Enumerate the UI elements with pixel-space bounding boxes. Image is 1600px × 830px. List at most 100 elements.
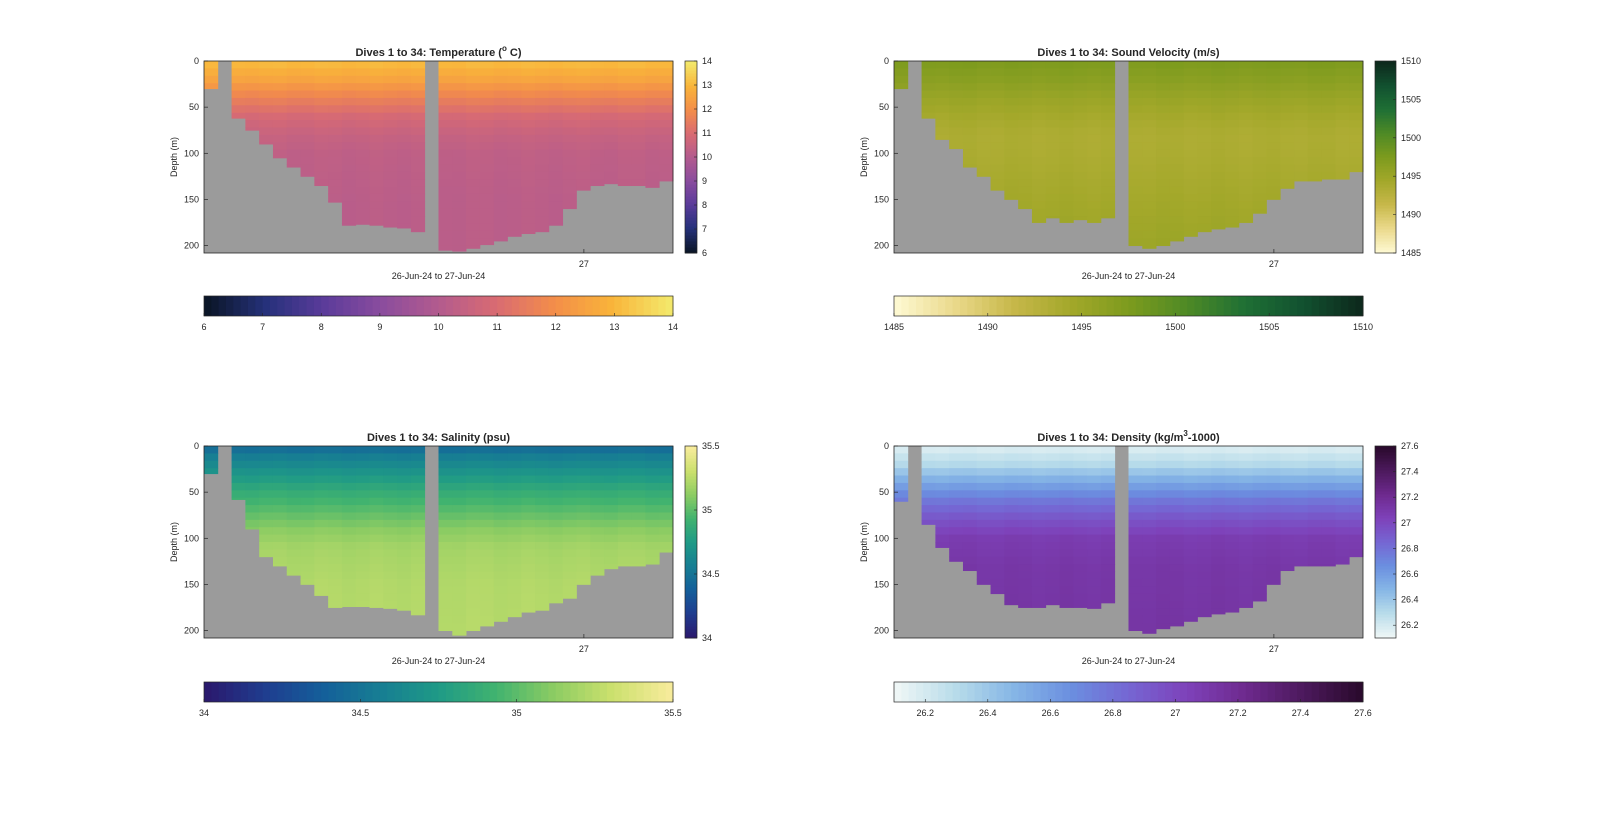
- heatmap-cell: [1087, 468, 1102, 476]
- colorbar-segment: [453, 296, 461, 316]
- colorbar-segment: [1047, 296, 1056, 316]
- heatmap-cell: [479, 564, 495, 572]
- heatmap-cell: [976, 127, 991, 136]
- heatmap-cell: [1349, 90, 1364, 99]
- heatmap-cell: [438, 97, 453, 106]
- heatmap-cell: [962, 127, 978, 136]
- heatmap-cell: [328, 578, 343, 587]
- heatmap-cell: [300, 83, 315, 91]
- heatmap-cell: [300, 556, 315, 565]
- colorbar-segment: [1194, 296, 1203, 316]
- heatmap-cell: [452, 90, 467, 99]
- heatmap-cell: [604, 519, 619, 528]
- heatmap-cell: [1018, 186, 1033, 195]
- colorbar-segment: [1084, 296, 1093, 316]
- heatmap-cell: [1238, 556, 1254, 565]
- heatmap-cell: [314, 482, 329, 491]
- heatmap-cell: [1252, 446, 1267, 454]
- heatmap-cell: [1321, 105, 1336, 114]
- heatmap-cell: [1211, 608, 1226, 615]
- heatmap-cell: [1252, 112, 1267, 121]
- heatmap-cell: [1238, 497, 1254, 506]
- heatmap-cell: [1307, 446, 1323, 454]
- heatmap-cell: [1087, 134, 1102, 143]
- heatmap-cell: [1266, 179, 1281, 187]
- heatmap-cell: [1128, 601, 1143, 609]
- heatmap-cell: [286, 497, 301, 506]
- heatmap-cell: [452, 608, 467, 617]
- heatmap-cell: [1018, 157, 1033, 165]
- heatmap-cell: [1197, 75, 1212, 84]
- heatmap-cell: [1252, 90, 1267, 99]
- heatmap-cell: [576, 571, 591, 580]
- heatmap-cell: [355, 149, 370, 158]
- colorbar-segment: [409, 682, 418, 702]
- heatmap-cell: [1197, 586, 1212, 595]
- heatmap-cell: [479, 127, 495, 136]
- heatmap-cell: [604, 68, 619, 77]
- heatmap-cell: [1018, 534, 1033, 543]
- heatmap-cell: [976, 83, 991, 91]
- heatmap-cell: [1004, 75, 1019, 84]
- colorbar-segment: [685, 572, 697, 576]
- heatmap-cell: [493, 482, 508, 491]
- colorbar-segment: [1157, 296, 1166, 316]
- heatmap-cell: [604, 460, 619, 469]
- heatmap-cell: [1169, 549, 1185, 558]
- heatmap-cell: [410, 542, 426, 550]
- heatmap-cell: [314, 68, 329, 77]
- heatmap-cell: [341, 97, 357, 106]
- heatmap-cell: [1142, 482, 1157, 491]
- heatmap-cell: [1018, 586, 1033, 595]
- heatmap-cell: [1004, 83, 1019, 91]
- heatmap-cell: [1059, 179, 1074, 187]
- colorbar-segment: [685, 569, 697, 573]
- heatmap-cell: [1266, 142, 1281, 151]
- heatmap-cell: [1252, 578, 1267, 587]
- heatmap-cell: [949, 460, 964, 469]
- heatmap-cell: [479, 623, 495, 627]
- heatmap-cell: [535, 578, 550, 587]
- heatmap-cell: [314, 549, 329, 558]
- heatmap-cell: [604, 90, 619, 99]
- heatmap-cell: [383, 578, 398, 587]
- heatmap-cell: [1169, 134, 1185, 143]
- colorbar-segment: [685, 76, 697, 80]
- y-tick-label: 200: [874, 241, 889, 251]
- heatmap-cell: [259, 468, 274, 476]
- heatmap-cell: [1211, 149, 1226, 158]
- heatmap-cell: [286, 542, 301, 550]
- heatmap-cell: [617, 75, 633, 84]
- heatmap-cell: [355, 446, 370, 454]
- heatmap-cell: [438, 482, 453, 491]
- heatmap-cell: [990, 112, 1005, 121]
- heatmap-cell: [1142, 112, 1157, 121]
- colorbar-segment: [1375, 482, 1396, 486]
- heatmap-cell: [1142, 571, 1157, 580]
- colorbar-segment: [519, 682, 527, 702]
- colorbar-segment: [685, 599, 697, 603]
- heatmap-cell: [493, 527, 508, 536]
- heatmap-cell: [1252, 593, 1267, 602]
- heatmap-cell: [1294, 134, 1309, 143]
- colorbar-tick-label: 26.8: [1401, 543, 1419, 553]
- heatmap-cell: [341, 90, 357, 99]
- heatmap-cell: [438, 475, 453, 484]
- heatmap-cell: [438, 542, 453, 550]
- heatmap-cell: [1156, 497, 1171, 506]
- heatmap-cell: [1087, 542, 1102, 550]
- heatmap-cell: [1169, 193, 1185, 202]
- colorbar-segment: [460, 682, 469, 702]
- heatmap-cell: [562, 490, 577, 499]
- heatmap-cell: [493, 223, 508, 232]
- heatmap-cell: [1280, 453, 1295, 462]
- heatmap-cell: [245, 468, 260, 476]
- heatmap-cell: [383, 564, 398, 572]
- heatmap-cell: [1349, 549, 1364, 558]
- heatmap-cell: [314, 164, 329, 173]
- heatmap-cell: [493, 134, 508, 143]
- heatmap-cell: [493, 201, 508, 210]
- colorbar-tick-label: 27.4: [1401, 467, 1419, 477]
- heatmap-cell: [493, 593, 508, 602]
- heatmap-cell: [1211, 490, 1226, 499]
